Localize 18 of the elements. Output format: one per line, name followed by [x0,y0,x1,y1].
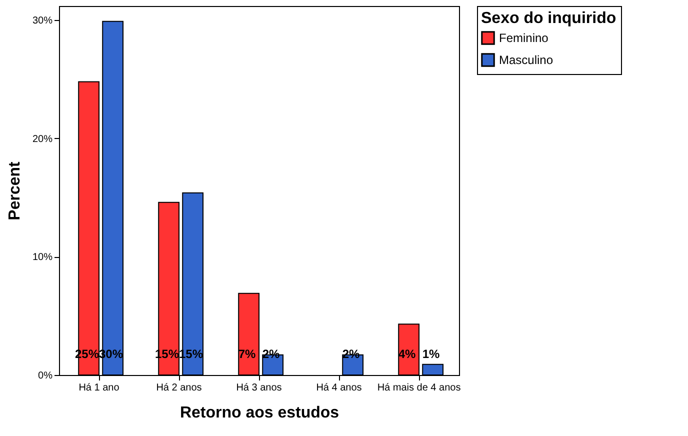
x-tick-label: Há 3 anos [236,382,282,394]
x-tick-label: Há 4 anos [316,382,362,394]
x-axis-title: Retorno aos estudos [180,404,340,422]
y-tick-label: 0% [38,370,53,382]
y-tick-label: 20% [32,134,53,145]
legend-title: Sexo do inquirido [481,10,616,27]
data-label: 1% [422,347,440,361]
legend-label: Masculino [499,53,554,67]
data-label: 4% [398,347,416,361]
y-axis-title: Percent [6,160,24,220]
legend-label: Feminino [499,31,549,45]
y-tick-label: 10% [32,252,53,264]
bar [422,364,444,376]
x-tick-label: Há 1 ano [78,382,120,394]
data-label: 7% [238,347,256,361]
y-tick-label: 30% [32,16,53,27]
x-tick-label: Há mais de 4 anos [377,382,461,394]
x-tick-label: Há 2 anos [156,382,202,394]
